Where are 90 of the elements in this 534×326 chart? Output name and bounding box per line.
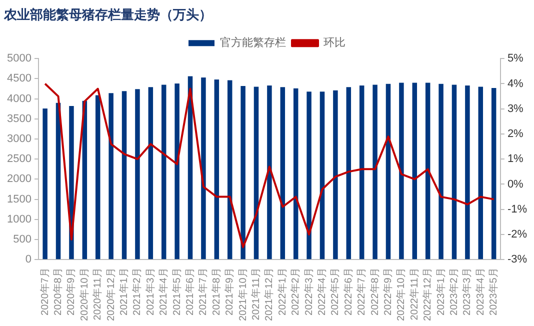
chart-title: 农业部能繁母猪存栏量走势（万头） bbox=[3, 7, 212, 24]
bar bbox=[320, 92, 325, 260]
bar bbox=[452, 84, 457, 260]
x-tick-label: 2022年10月 bbox=[395, 268, 408, 322]
y2-tick-label: 1% bbox=[507, 153, 524, 166]
bar bbox=[135, 89, 140, 260]
y-tick-label: 5000 bbox=[6, 52, 32, 65]
bar bbox=[95, 95, 100, 260]
x-tick-label: 2022年2月 bbox=[290, 268, 302, 316]
x-tick-label: 2022年8月 bbox=[368, 268, 381, 316]
y-tick-label: 4500 bbox=[6, 72, 32, 85]
y-tick-label: 2500 bbox=[6, 153, 32, 166]
bar bbox=[425, 82, 430, 260]
x-tick-label: 2020年10月 bbox=[78, 268, 90, 322]
y-tick-label: 1500 bbox=[6, 193, 32, 206]
y-tick-label: 4000 bbox=[6, 92, 32, 105]
y2-tick-label: -2% bbox=[507, 228, 528, 241]
x-tick-label: 2021年7月 bbox=[197, 268, 210, 316]
x-tick-label: 2022年5月 bbox=[329, 268, 342, 316]
bar bbox=[399, 82, 404, 260]
bar bbox=[148, 87, 154, 260]
x-tick-label: 2023年1月 bbox=[434, 268, 447, 316]
bar bbox=[56, 102, 61, 260]
bar bbox=[42, 108, 48, 260]
legend-label: 官方能繁存栏 bbox=[220, 36, 286, 50]
x-tick-label: 2022年3月 bbox=[302, 268, 315, 316]
bar bbox=[372, 84, 378, 260]
x-tick-label: 2020年8月 bbox=[52, 268, 64, 316]
bar bbox=[122, 91, 127, 260]
x-tick-label: 2022年6月 bbox=[342, 268, 354, 316]
x-tick-label: 2022年1月 bbox=[276, 268, 288, 316]
x-tick-label: 2021年9月 bbox=[224, 268, 236, 316]
y2-tick-label: 2% bbox=[507, 128, 524, 140]
y-tick-label: 500 bbox=[13, 234, 32, 246]
bar bbox=[333, 90, 338, 260]
legend-label: 环比 bbox=[324, 36, 346, 50]
x-tick-label: 2021年3月 bbox=[144, 268, 156, 316]
bar bbox=[346, 87, 352, 260]
y2-tick-label: 4% bbox=[507, 78, 524, 90]
x-tick-label: 2021年11月 bbox=[250, 268, 262, 320]
x-tick-label: 2022年12月 bbox=[422, 268, 434, 322]
bar bbox=[293, 88, 298, 260]
bar bbox=[412, 82, 418, 260]
x-tick-label: 2021年5月 bbox=[170, 268, 183, 316]
x-tick-label: 2022年11月 bbox=[408, 268, 420, 320]
y2-tick-label: -3% bbox=[507, 254, 528, 266]
y-tick-label: 1000 bbox=[6, 213, 32, 226]
x-tick-label: 2020年9月 bbox=[65, 268, 78, 316]
x-tick-label: 2021年10月 bbox=[236, 268, 249, 322]
bar bbox=[108, 93, 114, 260]
bar bbox=[386, 84, 391, 260]
y-tick-label: 3500 bbox=[6, 112, 32, 125]
bar bbox=[201, 77, 206, 260]
x-tick-label: 2022年4月 bbox=[316, 268, 328, 316]
y2-tick-label: -1% bbox=[507, 203, 528, 216]
y-tick-label: 3000 bbox=[6, 133, 32, 146]
bar bbox=[240, 86, 246, 260]
bar bbox=[174, 84, 180, 260]
bar bbox=[306, 92, 312, 260]
y2-tick-label: 5% bbox=[507, 52, 524, 65]
x-tick-label: 2020年12月 bbox=[104, 268, 117, 322]
x-tick-label: 2021年2月 bbox=[131, 268, 144, 316]
bar bbox=[161, 84, 166, 260]
x-tick-label: 2023年3月 bbox=[461, 268, 474, 316]
x-tick-label: 2021年12月 bbox=[263, 268, 276, 322]
bar bbox=[227, 80, 232, 260]
bar bbox=[214, 80, 220, 260]
x-tick-label: 2023年5月 bbox=[488, 268, 500, 316]
x-tick-label: 2021年1月 bbox=[118, 268, 130, 316]
x-tick-label: 2020年7月 bbox=[38, 268, 51, 316]
x-tick-label: 2022年9月 bbox=[382, 268, 394, 316]
bar bbox=[359, 86, 364, 260]
bar bbox=[254, 86, 259, 260]
bar bbox=[267, 86, 272, 260]
x-tick-label: 2022年7月 bbox=[356, 268, 368, 316]
x-tick-label: 2021年6月 bbox=[184, 268, 196, 316]
x-tick-label: 2020年11月 bbox=[92, 268, 104, 320]
x-tick-label: 2023年2月 bbox=[448, 268, 460, 316]
x-tick-label: 2023年4月 bbox=[474, 268, 486, 316]
x-tick-label: 2021年4月 bbox=[158, 268, 170, 316]
y-tick-label: 2000 bbox=[6, 173, 32, 186]
y-tick-label: 0 bbox=[25, 254, 32, 266]
bar bbox=[491, 88, 496, 260]
x-tick-label: 2021年8月 bbox=[210, 268, 222, 316]
y2-tick-label: 0% bbox=[507, 178, 524, 190]
bar bbox=[478, 86, 484, 260]
y2-tick-label: 3% bbox=[507, 102, 524, 115]
bar bbox=[465, 86, 470, 260]
bar bbox=[280, 87, 286, 260]
bar bbox=[438, 84, 444, 260]
